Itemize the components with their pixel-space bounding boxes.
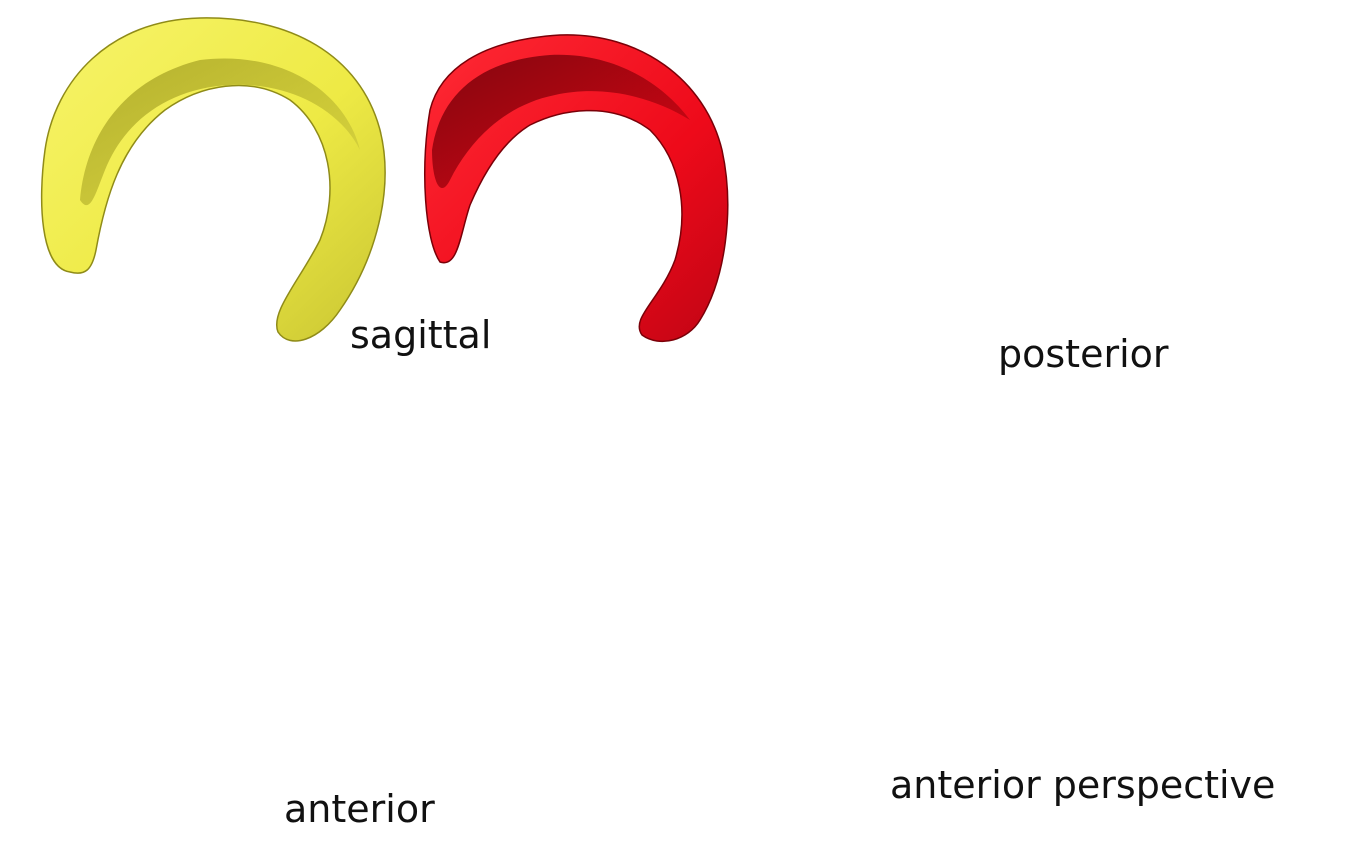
label-anterior: anterior <box>284 787 435 831</box>
sagittal-yellow-inner-shade <box>80 58 360 206</box>
sagittal-red-inner-shade <box>432 54 690 189</box>
sagittal-view <box>40 17 729 343</box>
label-anterior-perspective: anterior perspective <box>890 763 1276 807</box>
label-sagittal: sagittal <box>350 313 492 357</box>
label-posterior: posterior <box>998 332 1169 376</box>
